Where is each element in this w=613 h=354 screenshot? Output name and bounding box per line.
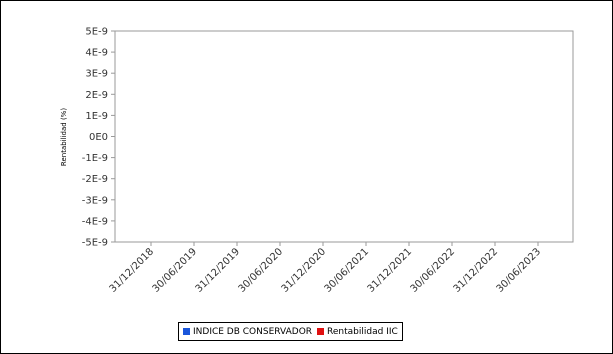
y-tick-label: 1E-9 xyxy=(85,111,108,122)
x-tick-label: 30/06/2021 xyxy=(323,246,372,295)
x-tick-label: 31/12/2019 xyxy=(194,246,243,295)
y-tick-label: 2E-9 xyxy=(85,90,108,101)
legend-label-series-2: Rentabilidad IIC xyxy=(327,326,398,337)
y-tick-label: 5E-9 xyxy=(85,27,108,38)
x-tick-label: 30/06/2022 xyxy=(409,246,458,295)
y-tick-label: -1E-9 xyxy=(82,153,108,164)
x-tick-label: 31/12/2022 xyxy=(452,246,501,295)
legend-item-series-2: Rentabilidad IIC xyxy=(317,327,398,337)
x-tick-label: 31/12/2018 xyxy=(108,246,157,295)
x-tick-label: 30/06/2023 xyxy=(495,246,544,295)
x-tick-label: 30/06/2020 xyxy=(237,246,286,295)
y-tick-label: 4E-9 xyxy=(85,48,108,59)
legend-swatch-red xyxy=(317,328,325,335)
y-tick-label: -4E-9 xyxy=(82,216,108,227)
x-tick-label: 31/12/2021 xyxy=(366,246,415,295)
y-tick-label: -3E-9 xyxy=(82,195,108,206)
legend: INDICE DB CONSERVADOR Rentabilidad IIC xyxy=(178,322,403,341)
y-tick-label: -5E-9 xyxy=(82,238,108,249)
x-tick-label: 31/12/2020 xyxy=(280,246,329,295)
legend-label-series-1: INDICE DB CONSERVADOR xyxy=(193,326,313,337)
y-tick-label: -2E-9 xyxy=(82,174,108,185)
legend-swatch-blue xyxy=(183,328,190,335)
y-tick-label: 3E-9 xyxy=(85,69,108,80)
x-tick-label: 30/06/2019 xyxy=(151,246,200,295)
y-axis-title: Rentabilidad (%) xyxy=(60,108,68,166)
y-tick-label: 0E0 xyxy=(89,132,108,143)
plot-area xyxy=(114,30,574,243)
legend-item-series-1: INDICE DB CONSERVADOR xyxy=(183,327,312,337)
